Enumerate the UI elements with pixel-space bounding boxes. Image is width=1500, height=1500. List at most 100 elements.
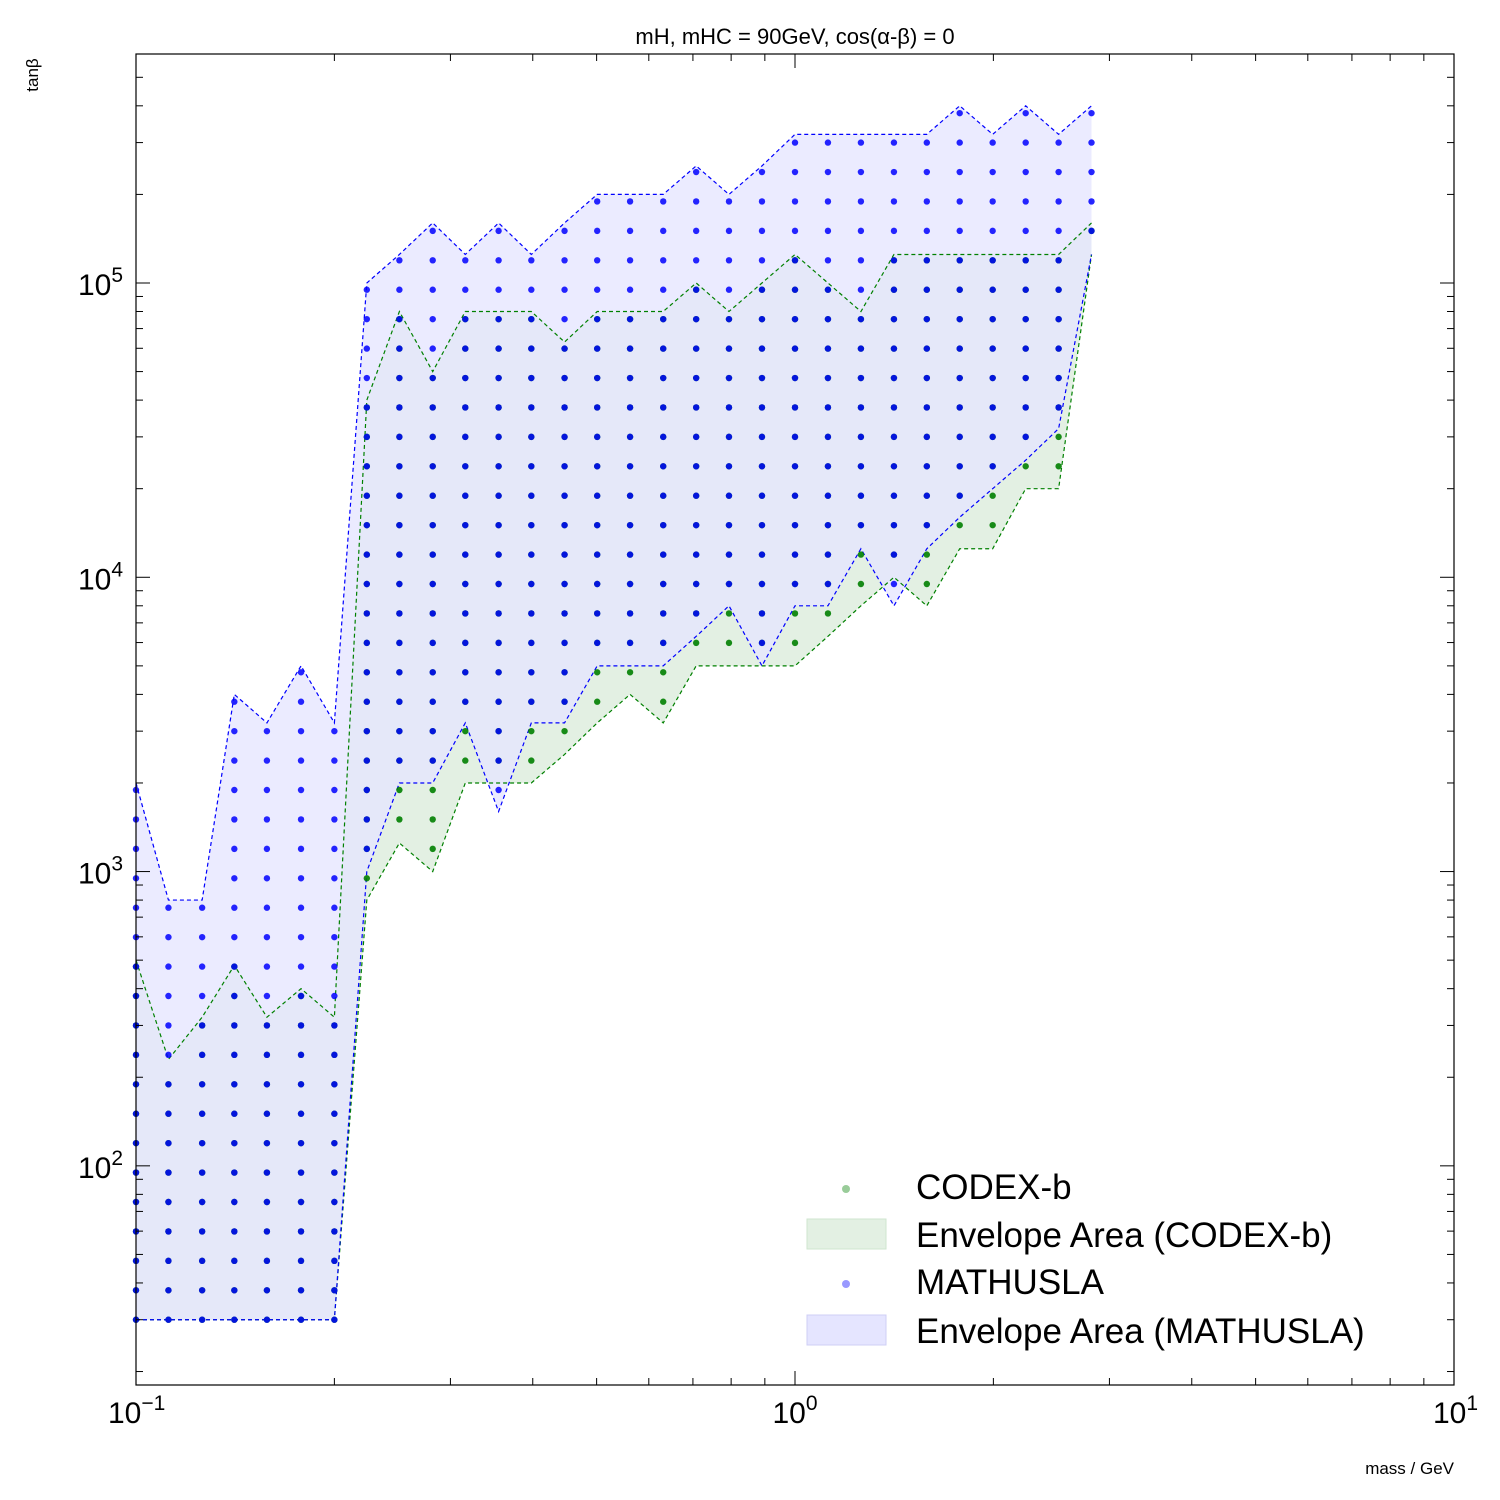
point-mathusla (263, 786, 271, 794)
point-mathusla (923, 286, 931, 293)
point-mathusla (1022, 257, 1029, 264)
point-mathusla (396, 727, 403, 735)
point-mathusla (396, 345, 403, 352)
point-mathusla (593, 433, 601, 441)
point-mathusla (396, 286, 403, 293)
point-mathusla (263, 1228, 271, 1235)
point-mathusla (824, 404, 832, 411)
point-mathusla (791, 551, 799, 558)
point-mathusla (363, 610, 371, 617)
point-mathusla (561, 404, 568, 411)
point-mathusla (263, 727, 271, 735)
point-mathusla (231, 904, 238, 911)
point-mathusla (561, 463, 568, 470)
point-mathusla (462, 463, 469, 470)
point-mathusla (528, 257, 535, 264)
point-mathusla (692, 610, 700, 617)
point-mathusla (198, 1198, 206, 1206)
point-mathusla (593, 639, 601, 647)
point-mathusla (198, 1169, 206, 1176)
point-mathusla (626, 610, 634, 617)
point-mathusla (1055, 286, 1062, 293)
point-mathusla (429, 227, 436, 235)
point-mathusla (363, 669, 371, 676)
point-mathusla (231, 1228, 238, 1235)
point-mathusla (396, 404, 403, 411)
point-mathusla (198, 1287, 206, 1294)
point-mathusla (692, 227, 700, 235)
point-mathusla (231, 1198, 238, 1206)
point-mathusla (561, 374, 568, 382)
point-mathusla (331, 963, 338, 970)
point-mathusla (660, 374, 667, 382)
point-mathusla (725, 257, 733, 264)
point-mathusla (791, 198, 799, 205)
point-mathusla (561, 610, 568, 617)
point-mathusla (956, 315, 963, 323)
envelope-lower-edge-codex (136, 254, 1093, 1321)
point-codex (396, 816, 403, 823)
point-mathusla (165, 1257, 172, 1265)
point-mathusla (626, 227, 634, 235)
point-mathusla (1022, 198, 1029, 205)
point-mathusla (528, 374, 535, 382)
point-mathusla (263, 1081, 271, 1088)
point-codex (593, 698, 601, 705)
point-mathusla (165, 992, 172, 1000)
point-mathusla (1055, 257, 1062, 264)
point-mathusla (462, 286, 469, 293)
point-mathusla (1022, 315, 1029, 323)
point-mathusla (297, 1110, 305, 1117)
point-mathusla (331, 845, 338, 853)
point-mathusla (495, 404, 502, 411)
point-mathusla (593, 374, 601, 382)
point-codex (989, 492, 996, 499)
point-mathusla (1022, 139, 1029, 146)
point-mathusla (1022, 286, 1029, 293)
point-mathusla (791, 315, 799, 323)
point-mathusla (692, 168, 700, 176)
point-mathusla (857, 404, 865, 411)
point-mathusla (363, 845, 371, 853)
point-mathusla (231, 757, 238, 764)
point-mathusla (692, 463, 700, 470)
envelope-upper-edge-codex (135, 222, 1092, 1061)
point-mathusla (692, 315, 700, 323)
point-mathusla (231, 1051, 238, 1059)
point-mathusla (331, 1287, 338, 1294)
point-mathusla (692, 492, 700, 499)
point-mathusla (692, 257, 700, 264)
point-mathusla (297, 1081, 305, 1088)
point-mathusla (1022, 345, 1029, 352)
point-mathusla (331, 727, 338, 735)
point-mathusla (725, 286, 733, 293)
point-mathusla (263, 992, 271, 1000)
point-mathusla (297, 904, 305, 911)
point-mathusla (824, 521, 832, 529)
point-codex (593, 669, 601, 676)
point-mathusla (989, 168, 996, 176)
point-mathusla (1088, 227, 1095, 235)
point-codex (462, 757, 469, 764)
point-mathusla (626, 257, 634, 264)
point-mathusla (561, 315, 568, 323)
point-mathusla (297, 1287, 305, 1294)
point-mathusla (528, 286, 535, 293)
point-mathusla (824, 315, 832, 323)
point-mathusla (890, 404, 898, 411)
point-mathusla (363, 698, 371, 705)
envelope-area-mathusla (136, 105, 1092, 1320)
point-mathusla (791, 286, 799, 293)
point-mathusla (231, 845, 238, 853)
point-mathusla (692, 198, 700, 205)
point-mathusla (824, 551, 832, 558)
point-mathusla (1088, 198, 1095, 205)
point-mathusla (857, 345, 865, 352)
point-mathusla (396, 698, 403, 705)
chart-title: mH, mHC = 90GeV, cos(α-β) = 0 (635, 24, 954, 49)
point-mathusla (923, 404, 931, 411)
point-mathusla (396, 492, 403, 499)
point-mathusla (429, 551, 436, 558)
point-mathusla (297, 933, 305, 941)
point-mathusla (989, 227, 996, 235)
